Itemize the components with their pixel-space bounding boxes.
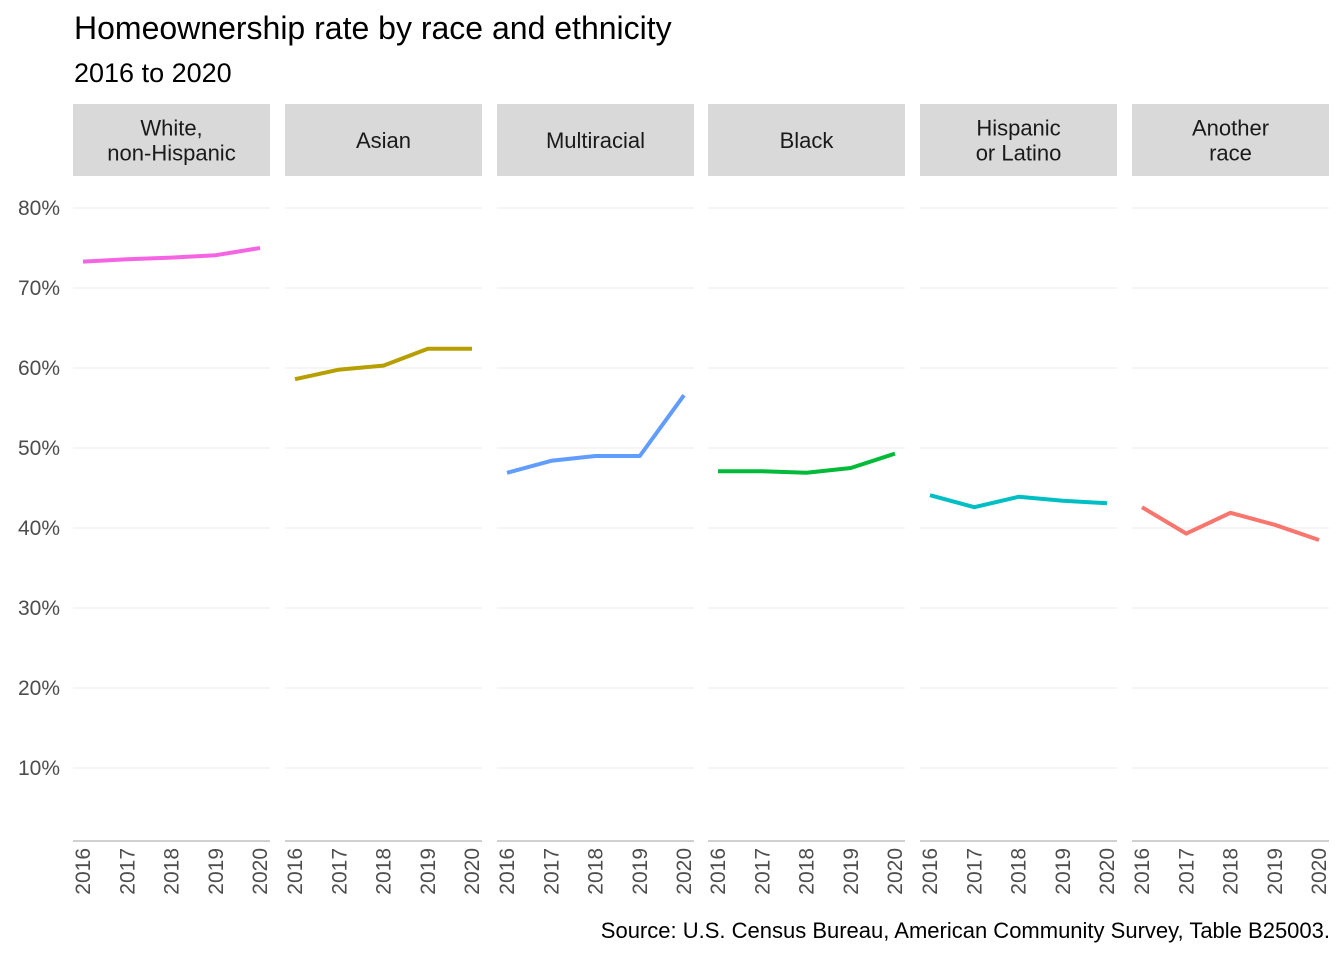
- source-caption: Source: U.S. Census Bureau, American Com…: [600, 918, 1330, 943]
- facet-strip-label: or Latino: [976, 141, 1062, 166]
- facet-strip: [285, 104, 482, 176]
- facet-strip: [1132, 104, 1329, 176]
- x-tick-label: 2020: [1096, 848, 1119, 895]
- series-line: [1140, 505, 1320, 542]
- facet-strip: [920, 104, 1117, 176]
- x-tick-label: 2017: [116, 848, 139, 895]
- x-tick-label: 2018: [373, 848, 396, 895]
- x-tick-label: 2018: [796, 848, 819, 895]
- x-tick-label: 2020: [461, 848, 484, 895]
- x-tick-label: 2020: [884, 848, 907, 895]
- facet-strip-label: White,: [140, 116, 202, 141]
- x-tick-label: 2016: [496, 848, 519, 895]
- series-line: [82, 246, 261, 264]
- y-tick-label: 30%: [18, 597, 60, 620]
- x-tick-label: 2018: [1008, 848, 1031, 895]
- y-tick-label: 50%: [18, 437, 60, 460]
- series-line: [929, 493, 1108, 510]
- x-tick-label: 2017: [963, 848, 986, 895]
- y-tick-label: 80%: [18, 197, 60, 220]
- x-tick-label: 2019: [205, 848, 228, 895]
- x-tick-label: 2020: [249, 848, 272, 895]
- x-tick-label: 2020: [673, 848, 696, 895]
- x-tick-label: 2018: [161, 848, 184, 895]
- series-line: [294, 346, 472, 382]
- series-line: [506, 394, 686, 475]
- x-tick-label: 2019: [417, 848, 440, 895]
- y-tick-label: 20%: [18, 677, 60, 700]
- x-tick-label: 2019: [629, 848, 652, 895]
- y-tick-label: 10%: [18, 757, 60, 780]
- x-tick-label: 2016: [919, 848, 942, 895]
- x-tick-label: 2016: [1131, 848, 1154, 895]
- facet-strip: [708, 104, 905, 176]
- chart-title: Homeownership rate by race and ethnicity: [74, 10, 672, 46]
- y-tick-label: 70%: [18, 277, 60, 300]
- facet-strip-label: Multiracial: [546, 128, 645, 153]
- facet-strip-label: Hispanic: [976, 116, 1060, 141]
- x-tick-label: 2016: [707, 848, 730, 895]
- x-tick-label: 2019: [840, 848, 863, 895]
- facet-strip-label: Another: [1192, 116, 1269, 141]
- y-tick-label: 40%: [18, 517, 60, 540]
- x-tick-label: 2018: [585, 848, 608, 895]
- x-tick-label: 2017: [540, 848, 563, 895]
- facet-strip-label: Black: [780, 128, 835, 153]
- facet-strip: [73, 104, 270, 176]
- facet-strip-label: non-Hispanic: [107, 141, 235, 166]
- facet-strip-label: race: [1209, 141, 1252, 166]
- x-tick-label: 2018: [1220, 848, 1243, 895]
- x-tick-label: 2017: [328, 848, 351, 895]
- x-tick-label: 2016: [284, 848, 307, 895]
- x-tick-label: 2017: [751, 848, 774, 895]
- x-tick-label: 2016: [72, 848, 95, 895]
- x-tick-label: 2019: [1264, 848, 1287, 895]
- facet-strip-label: Asian: [356, 128, 411, 153]
- facet-strip: [497, 104, 694, 176]
- x-tick-label: 2020: [1308, 848, 1331, 895]
- y-tick-label: 60%: [18, 357, 60, 380]
- x-tick-label: 2017: [1175, 848, 1198, 895]
- series-line: [718, 451, 896, 475]
- x-tick-label: 2019: [1052, 848, 1075, 895]
- chart-subtitle: 2016 to 2020: [74, 58, 232, 88]
